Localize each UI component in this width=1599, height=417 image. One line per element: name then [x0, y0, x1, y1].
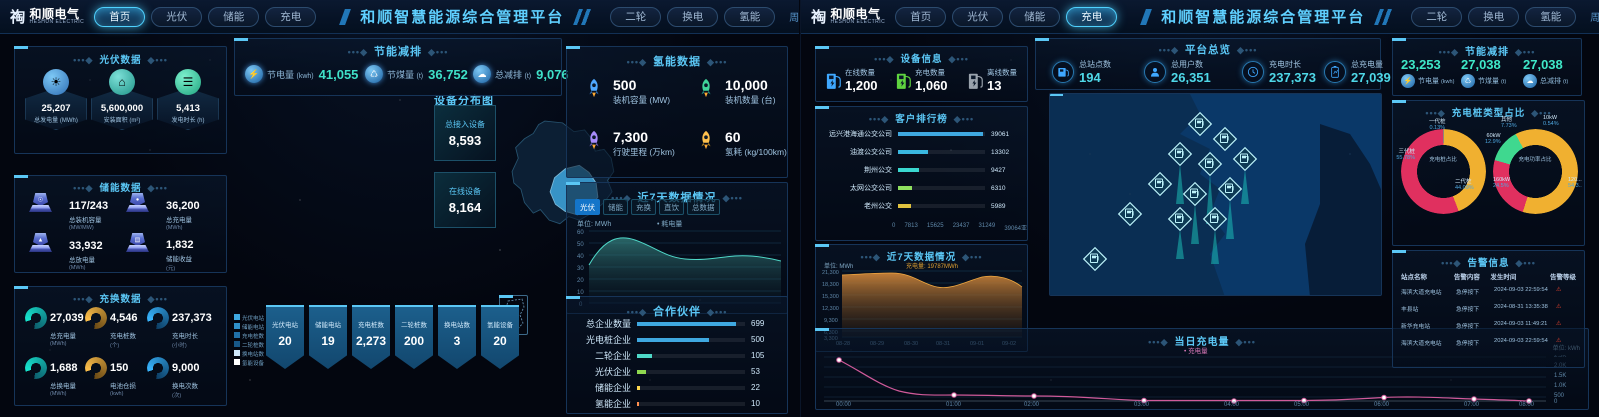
svg-text:0: 0: [1554, 399, 1558, 405]
svg-text:04:00: 04:00: [1224, 402, 1240, 407]
svg-text:01:00: 01:00: [946, 402, 962, 407]
svg-text:08:00: 08:00: [1519, 402, 1535, 407]
svg-text:30: 30: [577, 266, 584, 272]
svg-text:40: 40: [577, 254, 584, 260]
svg-text:12,300: 12,300: [822, 306, 839, 312]
svg-text:21,300: 21,300: [822, 270, 839, 276]
svg-text:60: 60: [577, 230, 584, 236]
svg-text:15,300: 15,300: [822, 294, 839, 300]
svg-text:1.5K: 1.5K: [1554, 373, 1566, 379]
svg-text:03:00: 03:00: [1134, 402, 1150, 407]
svg-text:1.0K: 1.0K: [1554, 383, 1566, 389]
svg-text:18,300: 18,300: [822, 282, 839, 288]
svg-text:20: 20: [577, 278, 584, 284]
svg-text:00:00: 00:00: [836, 402, 852, 407]
svg-text:05:00: 05:00: [1294, 402, 1310, 407]
svg-text:02:00: 02:00: [1024, 402, 1040, 407]
svg-text:9,300: 9,300: [824, 318, 838, 324]
svg-text:50: 50: [577, 242, 584, 248]
svg-text:07:00: 07:00: [1464, 402, 1480, 407]
svg-text:06:00: 06:00: [1374, 402, 1390, 407]
